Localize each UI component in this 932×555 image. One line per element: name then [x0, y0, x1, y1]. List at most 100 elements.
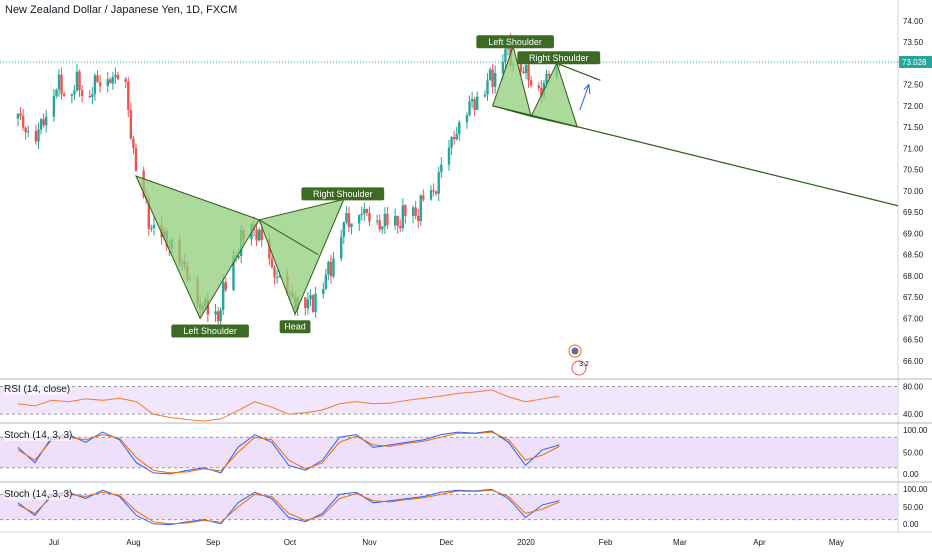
candle-body [152, 224, 156, 229]
candle-body [529, 80, 533, 86]
candle-body [493, 73, 497, 88]
candle-body [363, 208, 366, 214]
y-tick-label: 71.00 [903, 144, 924, 153]
candle-body [93, 75, 97, 95]
candle-body [314, 293, 317, 312]
candle-body [268, 239, 271, 259]
candle-body [106, 79, 109, 87]
event-flag-icon-inner [571, 347, 579, 355]
candle-body [98, 82, 102, 87]
candle-body [527, 64, 530, 81]
candle-body [470, 99, 474, 102]
stoch-tick-label: 0.00 [903, 470, 919, 479]
y-tick-label: 66.50 [903, 336, 924, 345]
long-trend-line [492, 105, 899, 207]
candle-body [60, 74, 63, 94]
y-tick-label: 71.50 [903, 123, 924, 132]
candle-body [440, 164, 443, 173]
candle-body [237, 255, 240, 258]
candle-body [360, 213, 363, 216]
candle-body [309, 295, 312, 300]
candle-body [147, 198, 151, 229]
candle-body [150, 228, 153, 230]
candle-body [224, 282, 227, 290]
rsi-band [0, 386, 898, 415]
candle-body [73, 90, 76, 95]
candle-body [401, 205, 405, 229]
candle-body [52, 96, 56, 117]
candle-body [124, 79, 127, 82]
candle-body [399, 226, 402, 229]
candle-body [450, 137, 453, 148]
y-tick-label: 67.50 [903, 293, 924, 302]
y-tick-label: 68.00 [903, 272, 924, 281]
candle-body [452, 137, 456, 140]
stoch-k-line-2 [17, 488, 560, 526]
candle-body [486, 80, 489, 95]
x-tick-label: Aug [126, 538, 140, 547]
stoch-pane-label-2: Stoch (14, 3, 3) [4, 489, 73, 500]
label-right-shoulder-2-bg [517, 51, 601, 65]
y-tick-label: 70.00 [903, 187, 924, 196]
inverse-hs-left-triangle [135, 175, 260, 320]
projection-arrow-head [583, 83, 591, 94]
candle-body [214, 311, 217, 315]
candle-body [468, 101, 471, 116]
candle-body [37, 129, 40, 142]
stoch-d-line-1 [17, 431, 560, 474]
candle-body [417, 215, 420, 221]
event-badge-icon [571, 360, 587, 376]
candle-body [322, 288, 325, 294]
candle-body [429, 190, 433, 200]
stoch-d-line-2 [17, 489, 560, 525]
candle-body [275, 277, 279, 279]
candle-body [393, 215, 397, 226]
y-tick-label: 73.50 [903, 38, 924, 47]
candle-body [432, 190, 435, 192]
candle-body [42, 119, 45, 126]
y-tick-label: 70.50 [903, 166, 924, 175]
candle-body [16, 113, 20, 119]
candle-body [537, 85, 540, 88]
y-tick-label: 74.00 [903, 17, 924, 26]
candle-body [327, 261, 330, 275]
candle-body [55, 89, 58, 97]
candle-body [222, 282, 225, 311]
rsi-tick-label: 80.00 [903, 383, 924, 392]
candle-body [458, 122, 461, 135]
stoch-tick-label: 100.00 [903, 426, 928, 435]
label-left-shoulder-1-bg [171, 324, 249, 338]
candle-body [324, 274, 328, 289]
stoch-tick-label: 100.00 [903, 485, 928, 494]
candle-body [476, 96, 479, 110]
candle-body [545, 73, 548, 83]
label-right-shoulder-1-bg [301, 187, 385, 201]
candle-body [434, 191, 438, 194]
candle-body [419, 195, 422, 221]
candle-body [524, 64, 528, 74]
candle-body [24, 127, 27, 133]
candle-body [80, 89, 84, 97]
rsi-line [17, 389, 560, 422]
candle-body [465, 115, 469, 123]
candle-body [304, 297, 307, 309]
rsi-tick-label: 40.00 [903, 410, 924, 419]
candle-body [437, 172, 440, 194]
y-tick-label: 67.00 [903, 314, 924, 323]
label-head-bg [279, 320, 311, 334]
candle-body [504, 48, 507, 62]
candle-body [57, 74, 61, 90]
candle-body [255, 229, 258, 241]
candle-body [19, 113, 22, 116]
candle-body [270, 258, 274, 268]
candle-body [134, 148, 138, 171]
candle-body [44, 116, 48, 126]
candle-body [519, 64, 523, 72]
candle-body [540, 87, 543, 97]
candle-body [368, 212, 371, 222]
candle-body [447, 147, 451, 165]
x-tick-label: May [829, 538, 844, 547]
candle-body [39, 119, 43, 130]
rsi-pane-label: RSI (14, close) [4, 384, 71, 395]
